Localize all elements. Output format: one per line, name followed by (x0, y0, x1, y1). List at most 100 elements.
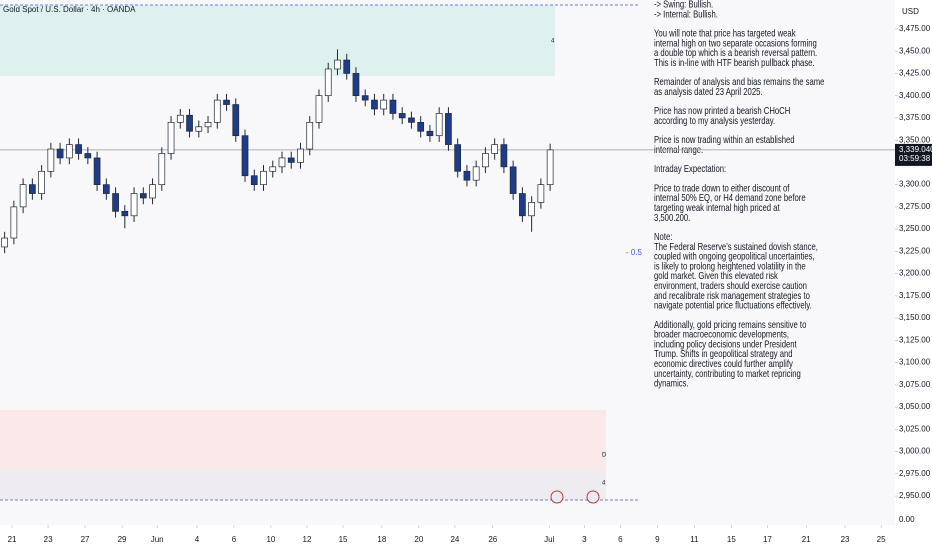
candle-body (149, 184, 156, 199)
candle-body (445, 113, 452, 145)
annotation-line: environment, traders should exercise cau… (654, 280, 807, 291)
y-tick-label: 3,350.00 (899, 135, 931, 144)
demand-zone-lower (0, 470, 606, 500)
x-tick-label: 10 (266, 535, 275, 544)
annotation-line: targeting weak internal high priced at (654, 202, 780, 213)
annotation-line: Note: (654, 231, 672, 242)
candle-body (426, 130, 434, 137)
annotation-line: as analysis dated 23 April 2025. (654, 86, 763, 97)
candle-body (195, 126, 203, 132)
annotation-line: This is in-line with HTF bearish pullbac… (654, 57, 815, 68)
x-tick-label: 12 (303, 535, 312, 544)
candle-body (546, 149, 554, 185)
y-tick-label: 3,450.00 (899, 46, 931, 55)
annotation-line: Intraday Expectation: (654, 163, 726, 174)
candle-body (75, 144, 82, 154)
y-tick-label: 3,375.00 (899, 113, 931, 122)
candle-body (38, 170, 45, 194)
candle-body (232, 104, 240, 137)
candle-body (112, 193, 119, 212)
candle-body (204, 122, 212, 128)
y-tick-label: 3,075.00 (899, 380, 931, 389)
annotation-line: internal high on two separate occasions … (654, 37, 817, 48)
candle-body (130, 193, 138, 217)
candle-body (260, 170, 267, 185)
candle-body (472, 166, 480, 181)
annotation-line: navigate potential price fluctuations ef… (654, 300, 812, 311)
candle-body (435, 113, 443, 137)
x-tick-label: 20 (414, 535, 423, 544)
candle-body (454, 144, 462, 172)
candle-body (297, 148, 304, 163)
candle-body (56, 148, 64, 159)
y-tick-label: 3,300.00 (899, 180, 931, 189)
annotation-line: 3,500.200. (654, 212, 690, 223)
candle-body (389, 99, 397, 114)
x-tick-label: 4 (195, 535, 200, 544)
event-icon[interactable] (586, 490, 600, 504)
annotation-line: internal 50% EQ, or H4 demand zone befor… (654, 192, 806, 203)
y-tick-label: 3,250.00 (899, 224, 931, 233)
time-axis-area (0, 525, 895, 550)
x-tick-label: 26 (488, 535, 497, 544)
candle-body (491, 144, 499, 154)
candle-body (167, 122, 175, 154)
currency-label: USD (902, 7, 919, 16)
annotation-line: Price is now trading within an establish… (654, 134, 795, 145)
candle-body (278, 157, 286, 168)
candle-body (47, 148, 55, 172)
annotation-line: coupled with ongoing geopolitical uncert… (654, 251, 815, 262)
candle-body (84, 153, 92, 159)
x-tick-label: Jun (151, 535, 164, 544)
annotation-line: gold market. Given this elevated risk (654, 270, 778, 281)
annotation-line: Trump. Shifts in geopolitical strategy a… (654, 348, 793, 359)
candle-body (528, 202, 535, 217)
candle-body (417, 122, 425, 132)
candle-body (10, 206, 18, 239)
y-tick-label: 3,125.00 (899, 335, 931, 344)
candle-body (213, 99, 221, 123)
price-tag-label: 3,339.040 (899, 145, 932, 154)
candle-body (241, 135, 249, 177)
candle-body (29, 184, 36, 194)
x-tick-label: 23 (841, 535, 850, 544)
candle-body (343, 59, 351, 74)
candle-body (223, 99, 230, 105)
y-tick-label: 3,400.00 (899, 91, 931, 100)
annotation: -> Swing: Bullish.-> Internal: Bullish. Y… (654, 0, 824, 389)
candle-body (65, 144, 73, 159)
y-tick-label: 3,425.00 (899, 69, 931, 78)
candle-body (352, 73, 360, 97)
x-tick-label: 6 (232, 535, 237, 544)
candle-body (158, 153, 166, 185)
x-tick-label: 18 (377, 535, 386, 544)
candle-body (102, 184, 110, 194)
zone-label: 4 (551, 39, 555, 45)
candle-body (519, 193, 526, 217)
y-tick-label: 3,275.00 (899, 202, 931, 211)
y-tick-label: 2,975.00 (899, 469, 931, 478)
price-tag (895, 143, 932, 166)
candle-body (315, 95, 323, 123)
annotation-line: dynamics. (654, 378, 689, 389)
zone-label: D (602, 453, 607, 459)
candle-body (269, 166, 277, 172)
y-tick-label: 3,175.00 (899, 291, 931, 300)
event-icon[interactable] (550, 490, 564, 504)
y-tick-label: 3,200.00 (899, 269, 931, 278)
x-tick-label: 11 (690, 535, 699, 544)
candle-body (537, 184, 545, 203)
candle-body (324, 68, 332, 97)
countdown-label: 03:59:38 (899, 154, 931, 163)
candle-body (371, 99, 378, 110)
candle-body (287, 157, 295, 163)
annotation-line: -> Swing: Bullish. (654, 0, 713, 10)
y-tick-label: 3,050.00 (899, 402, 931, 411)
candle-body (334, 59, 341, 70)
x-tick-label: 23 (44, 535, 53, 544)
y-tick-label: 3,000.00 (899, 447, 931, 456)
candle-body (19, 184, 27, 208)
annotation-line: including policy decisions under Preside… (654, 338, 797, 349)
x-tick-label: 17 (763, 535, 772, 544)
